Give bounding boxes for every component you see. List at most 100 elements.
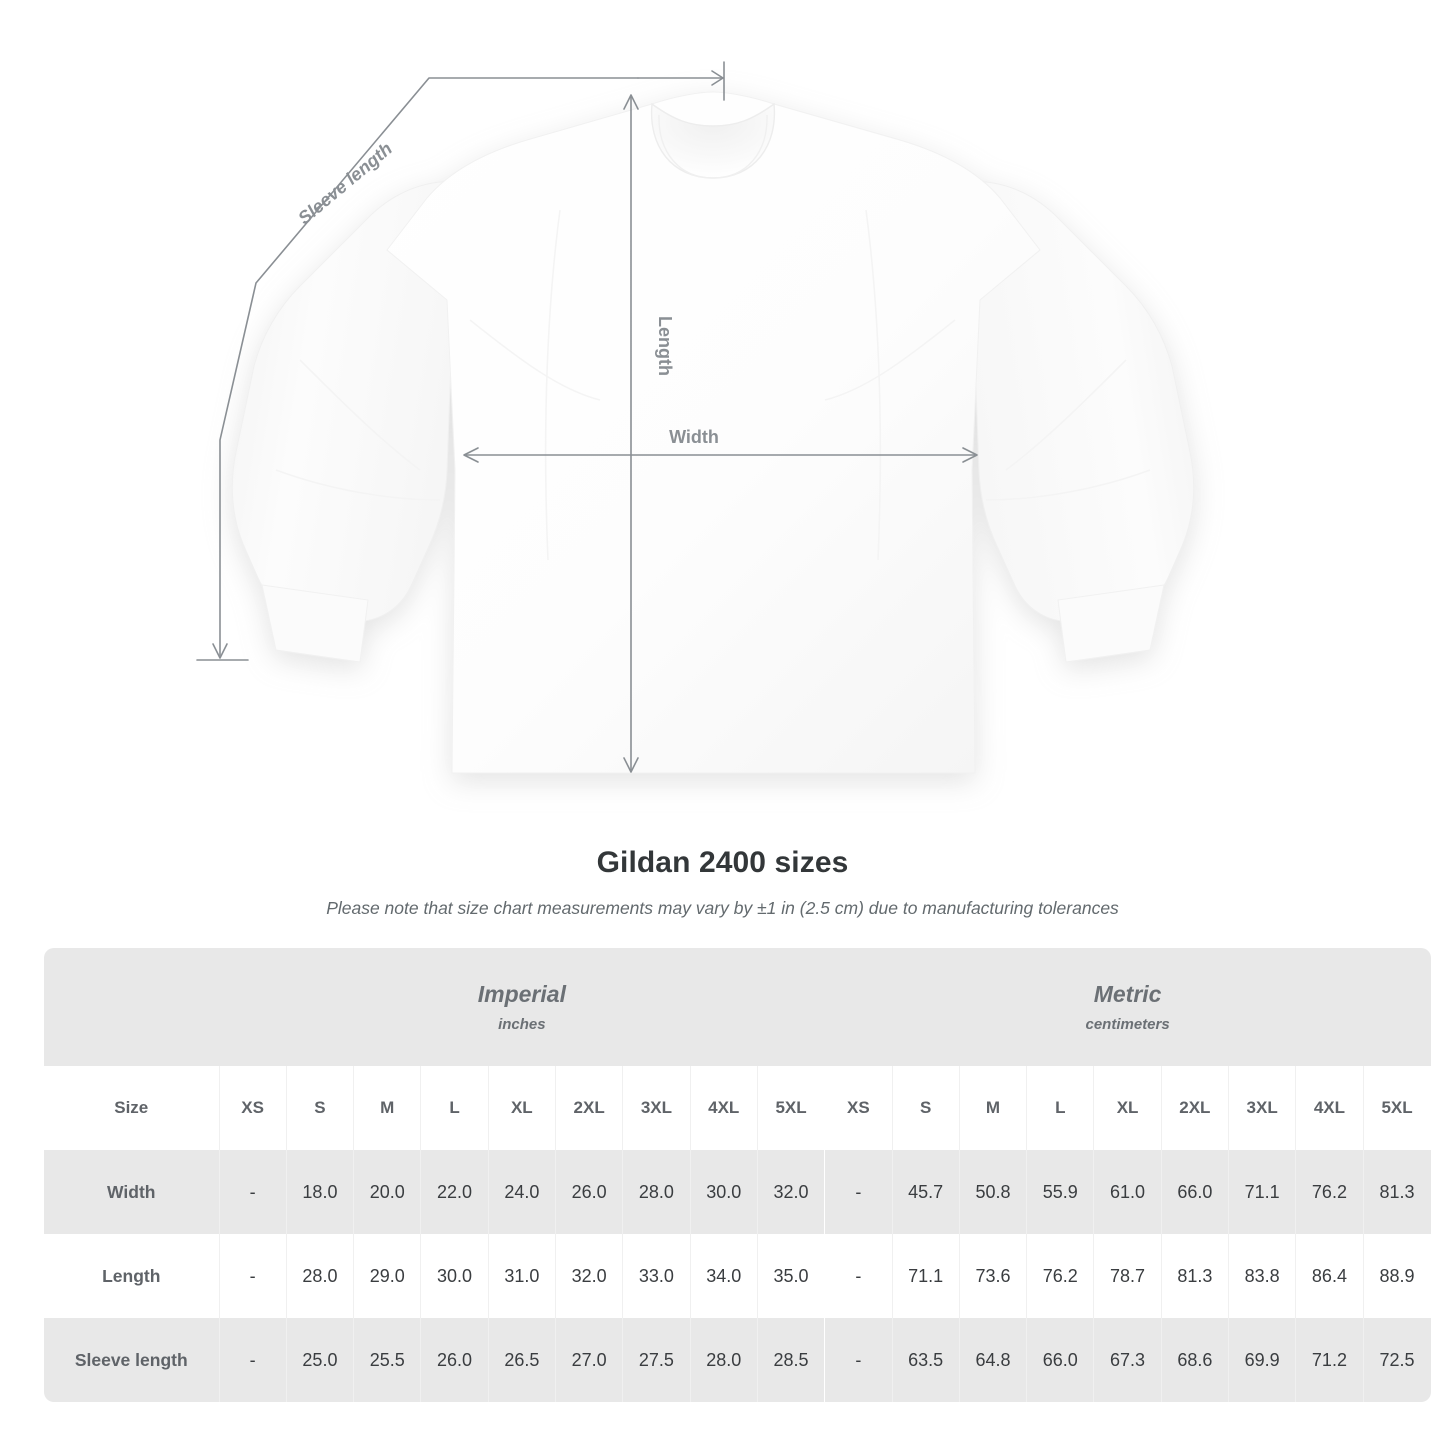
cell-sleeve-length-imperial-4XL: 28.0 [689,1318,758,1402]
cell-width-metric-S: 45.7 [891,1150,960,1234]
cell-width-imperial-XL: 24.0 [487,1150,556,1234]
size-header-label: Size [44,1066,219,1150]
cell-sleeve-length-imperial-L: 26.0 [420,1318,489,1402]
size-header-cell-imperial-XL: XL [487,1066,556,1150]
collar [650,102,776,179]
size-header-cell-metric-2XL: 2XL [1160,1066,1229,1150]
cell-sleeve-length-imperial-M: 25.5 [353,1318,421,1402]
cell-sleeve-length-imperial-XS: - [218,1318,287,1402]
size-header-cell-imperial-3XL: 3XL [622,1066,691,1150]
cell-sleeve-length-imperial-5XL: 28.5 [756,1318,825,1402]
cell-length-imperial-5XL: 35.0 [756,1234,825,1318]
width-dimension [463,447,978,463]
cell-length-imperial-M: 29.0 [353,1234,421,1318]
cell-length-metric-M: 73.6 [958,1234,1027,1318]
left-cuff [261,584,369,663]
cell-sleeve-length-imperial-XL: 26.5 [487,1318,556,1402]
garment-diagram-panel: Sleeve length Length Width [196,61,1195,774]
cell-length-metric-L: 76.2 [1026,1234,1094,1318]
size-header-cell-metric-XS: XS [824,1066,893,1150]
unit-banner-row: Imperial inches Metric centimeters [44,948,1431,1066]
cell-width-metric-2XL: 66.0 [1160,1150,1229,1234]
table-row: Length -28.0 29.0 30.0 31.0 32.0 33.0 34.0 35.0-… [44,1234,1431,1318]
unit-header-imperial: Imperial inches [219,948,825,1066]
cell-width-imperial-2XL: 26.0 [554,1150,623,1234]
size-table-container: Imperial inches Metric centimeters Size XS S M L… [44,948,1431,1402]
cell-length-metric-XS: - [824,1234,893,1318]
cell-sleeve-length-metric-5XL: 72.5 [1362,1318,1431,1402]
cell-length-metric-2XL: 81.3 [1160,1234,1229,1318]
cell-sleeve-length-metric-M: 64.8 [958,1318,1027,1402]
cell-length-metric-5XL: 88.9 [1362,1234,1431,1318]
cell-sleeve-length-metric-XL: 67.3 [1093,1318,1162,1402]
cell-width-metric-3XL: 71.1 [1227,1150,1296,1234]
cell-sleeve-length-metric-S: 63.5 [891,1318,960,1402]
cell-width-metric-XS: - [824,1150,893,1234]
size-header-cell-imperial-2XL: 2XL [554,1066,623,1150]
size-header-cell-imperial-5XL: 5XL [756,1066,825,1150]
table-row: Sleeve length -25.0 25.5 26.0 26.5 27.0 27.5 28… [44,1318,1431,1402]
cell-length-imperial-L: 30.0 [420,1234,489,1318]
right-sleeve [957,180,1195,622]
unit-name: Metric [1093,980,1162,1007]
cell-width-metric-4XL: 76.2 [1295,1150,1364,1234]
size-header-cell-metric-4XL: 4XL [1295,1066,1364,1150]
cell-length-imperial-4XL: 34.0 [689,1234,758,1318]
cell-sleeve-length-metric-3XL: 69.9 [1227,1318,1296,1402]
unit-header-metric: Metric centimeters [824,948,1431,1066]
cell-sleeve-length-metric-2XL: 68.6 [1160,1318,1229,1402]
unit-subtitle: inches [498,1015,546,1033]
cell-width-imperial-L: 22.0 [420,1150,489,1234]
page-subtitle: Please note that size chart measurements… [326,898,1119,918]
width-label-text: Width [669,427,719,447]
cell-sleeve-length-imperial-2XL: 27.0 [554,1318,623,1402]
left-sleeve [231,180,469,622]
size-header-cell-imperial-S: S [285,1066,354,1150]
cell-sleeve-length-metric-L: 66.0 [1026,1318,1094,1402]
cell-width-imperial-S: 18.0 [285,1150,354,1234]
cell-width-imperial-M: 20.0 [353,1150,421,1234]
cell-length-metric-3XL: 83.8 [1227,1234,1296,1318]
collar-inner-seam [658,114,768,179]
unit-subtitle: centimeters [1085,1015,1170,1033]
cell-length-imperial-3XL: 33.0 [622,1234,691,1318]
page-title: Gildan 2400 sizes [596,846,849,879]
size-header-cell-metric-S: S [891,1066,960,1150]
cell-width-metric-M: 50.8 [958,1150,1027,1234]
cell-width-imperial-3XL: 28.0 [622,1150,691,1234]
cell-width-metric-5XL: 81.3 [1362,1150,1431,1234]
size-header-cell-imperial-4XL: 4XL [689,1066,758,1150]
shirt-body [386,91,1041,774]
size-header-cell-imperial-M: M [353,1066,421,1150]
cell-sleeve-length-metric-4XL: 71.2 [1295,1318,1364,1402]
size-header-cell-metric-XL: XL [1093,1066,1162,1150]
cell-sleeve-length-imperial-3XL: 27.5 [622,1318,691,1402]
size-header-row: Size XS S M L XL 2XL 3XL 4XL 5XL XS S M L XL 2XL 3XL 4XL 5… [44,1066,1431,1150]
cell-length-imperial-XS: - [218,1234,287,1318]
unit-name: Imperial [477,980,566,1007]
title-block: Gildan 2400 sizes Please note that size … [0,845,1445,919]
shirt-illustration [231,91,1195,774]
sleeve-length-dimension [196,61,725,661]
size-header-cell-imperial-XS: XS [218,1066,287,1150]
size-header-cell-metric-3XL: 3XL [1227,1066,1296,1150]
length-label-text: Length [655,316,675,376]
width-label: Width [669,427,719,447]
cell-width-metric-L: 55.9 [1026,1150,1094,1234]
row-label-width: Width [44,1150,219,1234]
cell-length-imperial-S: 28.0 [285,1234,354,1318]
cell-width-imperial-5XL: 32.0 [756,1150,825,1234]
cell-length-imperial-2XL: 32.0 [554,1234,623,1318]
cell-length-metric-S: 71.1 [891,1234,960,1318]
cell-sleeve-length-metric-XS: - [824,1318,893,1402]
size-table: Imperial inches Metric centimeters Size XS S M L… [44,948,1431,1402]
table-row: Width -18.0 20.0 22.0 24.0 26.0 28.0 30.0 32.0-4… [44,1150,1431,1234]
cell-length-metric-4XL: 86.4 [1295,1234,1364,1318]
measurement-annotations [196,61,978,773]
row-label-sleeve-length: Sleeve length [44,1318,219,1402]
cell-width-imperial-XS: - [218,1150,287,1234]
length-label: Length [655,316,675,376]
right-cuff [1057,584,1165,663]
unit-banner-spacer [44,948,219,1066]
length-dimension [623,94,639,773]
